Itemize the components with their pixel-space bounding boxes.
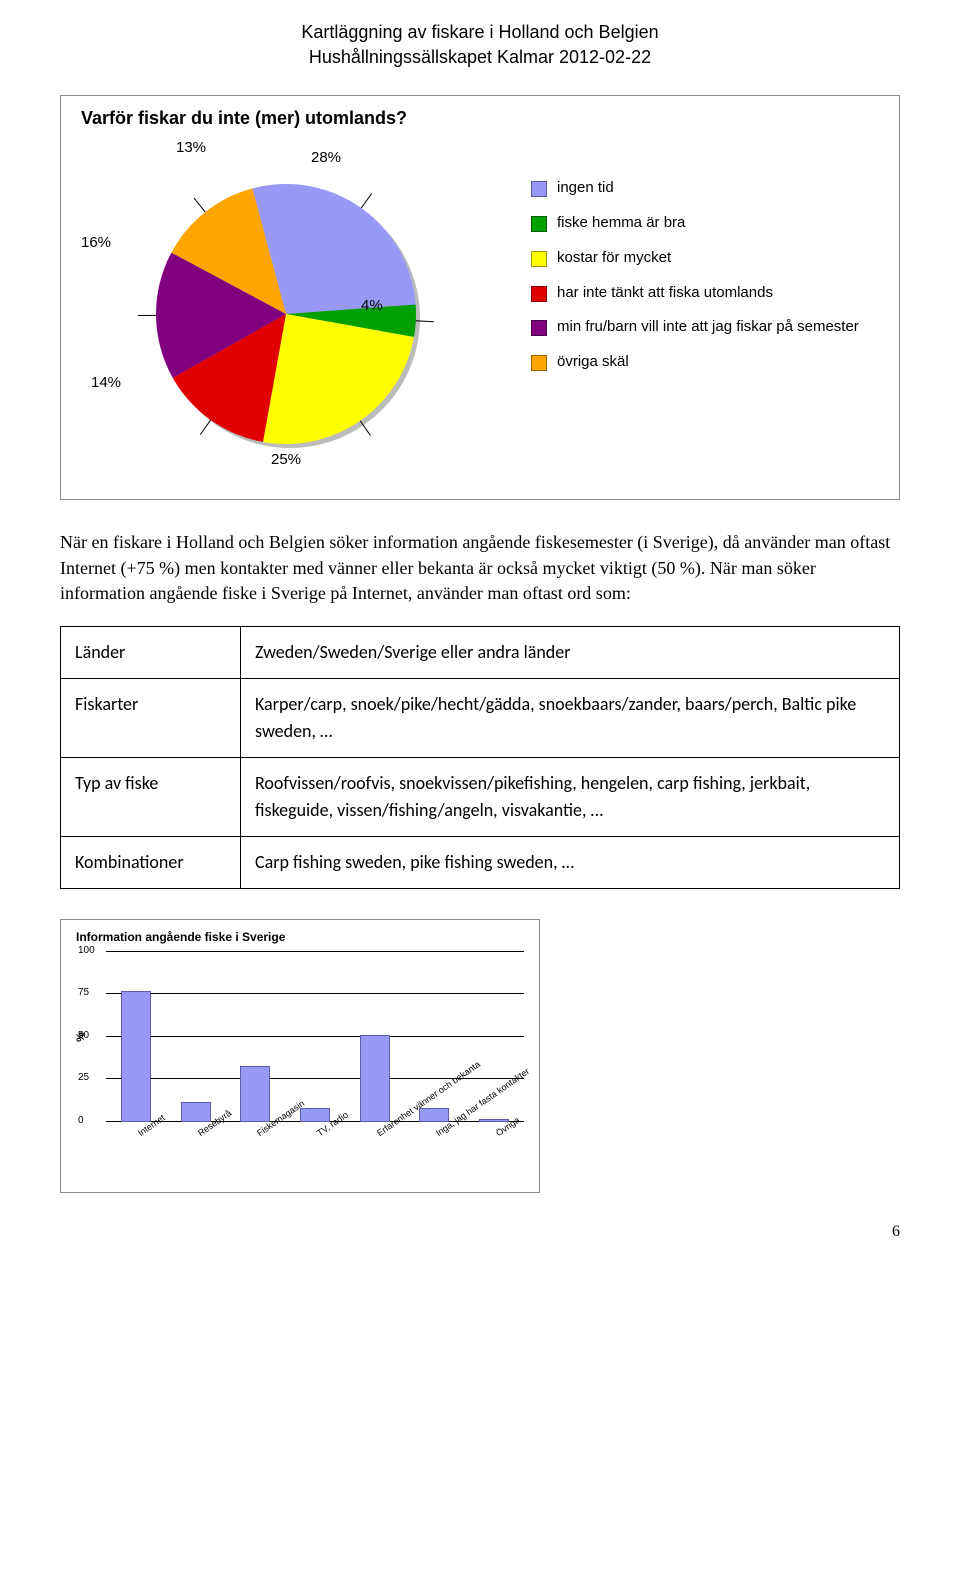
pie-chart: 28% 4% 25% 14% 16% 13% <box>81 139 491 479</box>
document-header: Kartläggning av fiskare i Holland och Be… <box>60 20 900 70</box>
header-line1: Kartläggning av fiskare i Holland och Be… <box>60 20 900 45</box>
bar-column: Övriga <box>464 1119 524 1122</box>
bar-ytick: 25 <box>78 1072 89 1083</box>
pie-pct-label: 28% <box>311 149 341 166</box>
bar-chart-box: Information angående fiske i Sverige % 0… <box>60 919 540 1193</box>
legend-label: fiske hemma är bra <box>557 214 685 233</box>
table-value: Carp fishing sweden, pike fishing sweden… <box>241 836 900 888</box>
pie-pct-label: 14% <box>91 374 121 391</box>
legend-item: fiske hemma är bra <box>531 214 859 233</box>
legend-swatch <box>531 251 547 267</box>
bar <box>240 1066 270 1122</box>
bar-column: Fiskemagasin <box>225 1066 285 1122</box>
pie-slice <box>263 314 414 444</box>
table-value: Zweden/Sweden/Sverige eller andra länder <box>241 626 900 678</box>
legend-item: övriga skäl <box>531 353 859 372</box>
legend-label: min fru/barn vill inte att jag fiskar på… <box>557 318 859 337</box>
bar-column: Resebyrå <box>166 1102 226 1122</box>
table-value: Karper/carp, snoek/pike/hecht/gädda, sno… <box>241 678 900 757</box>
table-key: Kombinationer <box>61 836 241 888</box>
legend-item: har inte tänkt att fiska utomlands <box>531 284 859 303</box>
pie-chart-title: Varför fiskar du inte (mer) utomlands? <box>81 108 879 129</box>
table-value: Roofvissen/roofvis, snoekvissen/pikefish… <box>241 757 900 836</box>
legend-label: ingen tid <box>557 179 614 198</box>
legend-item: kostar för mycket <box>531 249 859 268</box>
header-line2: Hushållningssällskapet Kalmar 2012-02-22 <box>60 45 900 70</box>
legend-label: kostar för mycket <box>557 249 671 268</box>
legend-swatch <box>531 181 547 197</box>
legend-swatch <box>531 286 547 302</box>
table-key: Fiskarter <box>61 678 241 757</box>
bar-chart-title: Information angående fiske i Sverige <box>76 930 524 944</box>
bar-column: Erfarenhet vänner och bekanta <box>345 1035 405 1122</box>
bar-ytick: 50 <box>78 1030 89 1041</box>
table-key: Typ av fiske <box>61 757 241 836</box>
pie-pct-label: 13% <box>176 139 206 156</box>
body-paragraph: När en fiskare i Holland och Belgien sök… <box>60 530 900 606</box>
bar-ytick: 100 <box>78 945 95 956</box>
legend-label: har inte tänkt att fiska utomlands <box>557 284 773 303</box>
bar <box>181 1102 211 1122</box>
legend-swatch <box>531 216 547 232</box>
bar-x-label: Erfarenhet vänner och bekanta <box>375 1059 482 1138</box>
legend-item: ingen tid <box>531 179 859 198</box>
pie-pct-label: 25% <box>271 451 301 468</box>
search-terms-table: LänderZweden/Sweden/Sverige eller andra … <box>60 626 900 889</box>
legend-swatch <box>531 320 547 336</box>
pie-pct-label: 16% <box>81 234 111 251</box>
table-key: Länder <box>61 626 241 678</box>
bar <box>121 991 151 1122</box>
bar <box>360 1035 390 1122</box>
bar-column: TV, radio <box>285 1108 345 1122</box>
bar-chart: % 0255075100InternetResebyråFiskemagasin… <box>106 952 524 1122</box>
table-row: KombinationerCarp fishing sweden, pike f… <box>61 836 900 888</box>
legend-label: övriga skäl <box>557 353 629 372</box>
bar <box>300 1108 330 1122</box>
pie-pct-label: 4% <box>361 297 383 314</box>
page-number: 6 <box>60 1223 900 1241</box>
table-row: FiskarterKarper/carp, snoek/pike/hecht/g… <box>61 678 900 757</box>
bar-ytick: 75 <box>78 987 89 998</box>
table-row: Typ av fiskeRoofvissen/roofvis, snoekvis… <box>61 757 900 836</box>
bar-column: Internet <box>106 991 166 1122</box>
table-row: LänderZweden/Sweden/Sverige eller andra … <box>61 626 900 678</box>
pie-legend: ingen tid fiske hemma är bra kostar för my… <box>531 179 859 388</box>
legend-swatch <box>531 355 547 371</box>
legend-item: min fru/barn vill inte att jag fiskar på… <box>531 318 859 337</box>
bar-column: Inga, jag har fasta kontakter <box>405 1108 465 1122</box>
bar-ytick: 0 <box>78 1115 84 1126</box>
bar <box>419 1108 449 1122</box>
pie-chart-box: Varför fiskar du inte (mer) utomlands? 2… <box>60 95 900 500</box>
